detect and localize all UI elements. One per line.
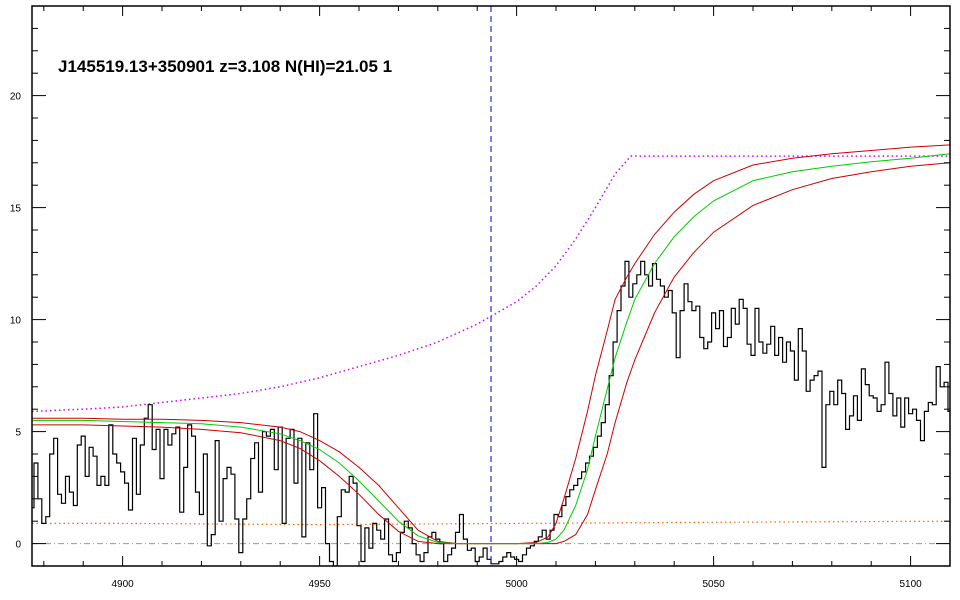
y-tick-label: 10 [10,316,22,327]
x-tick-label: 5050 [702,579,725,590]
x-axis: 4900 4950 5000 5050 5100 [43,6,951,590]
y-tick-label: 5 [15,428,21,439]
x-tick-label: 4950 [308,579,331,590]
x-tick-label: 5100 [899,579,922,590]
series-error [32,520,950,526]
plot-frame [31,5,951,567]
y-tick-label: 0 [15,540,21,551]
x-tick-label: 4900 [111,579,134,590]
series-model-bound-upper [32,144,950,545]
x-tick-label: 5000 [505,579,528,590]
series-continuum [32,155,950,413]
plot-title: J145519.13+350901 z=3.108 N(HI)=21.05 1 [58,57,392,76]
series-layer [32,144,950,566]
y-axis: 0 5 10 15 20 [10,27,950,551]
y-tick-label: 20 [10,92,22,103]
series-model-fit [32,153,950,545]
y-tick-label: 15 [10,204,22,215]
